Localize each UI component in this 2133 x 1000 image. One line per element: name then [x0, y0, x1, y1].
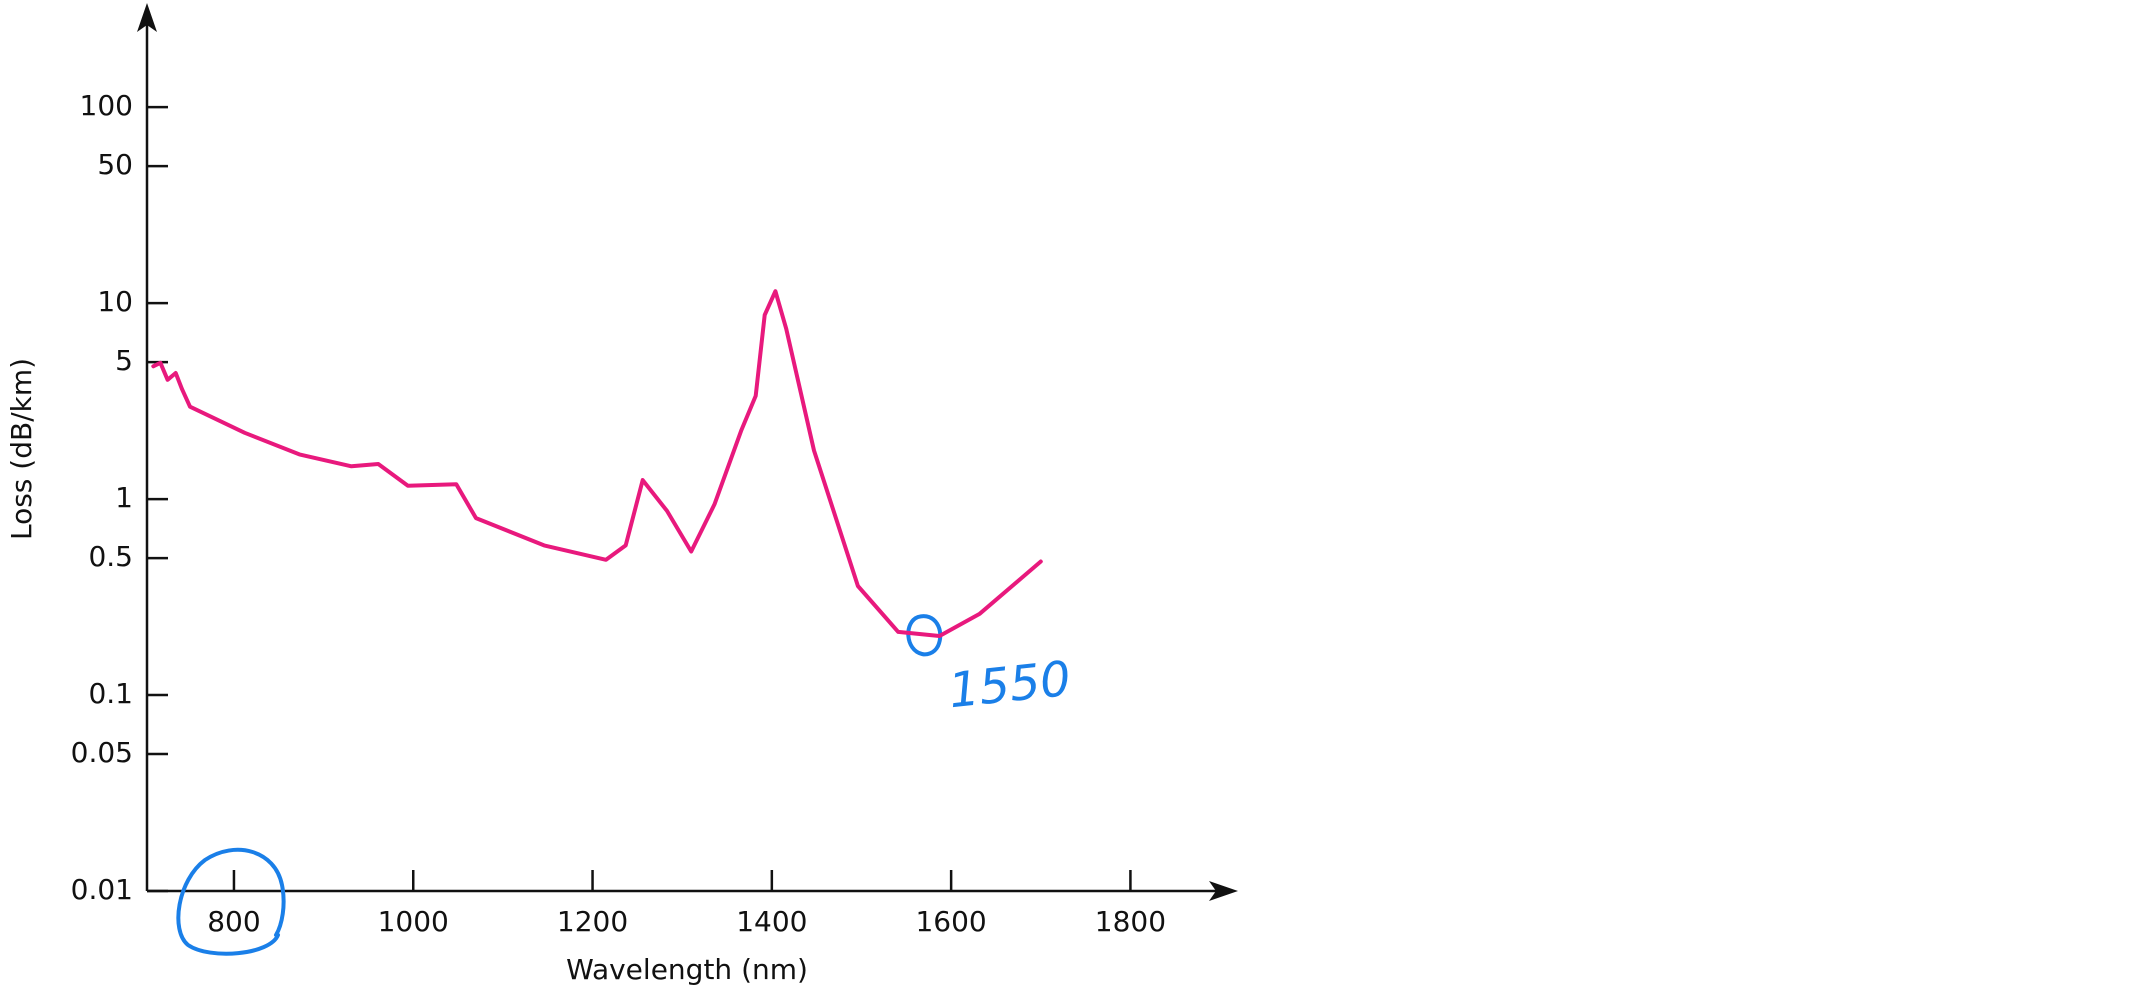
- y-axis-label: Loss (dB/km): [5, 358, 38, 540]
- x-tick-label: 800: [207, 905, 260, 938]
- y-tick-label: 0.5: [88, 540, 133, 573]
- x-axis-arrow: [1209, 881, 1238, 901]
- y-tick-label: 10: [97, 285, 133, 318]
- highlight-circle: [176, 847, 286, 956]
- y-tick-label: 50: [97, 148, 133, 181]
- data-line: [151, 289, 1043, 638]
- y-tick-label: 100: [80, 89, 133, 122]
- x-tick-label: 1200: [557, 905, 628, 938]
- y-tick-label: 5: [115, 344, 133, 377]
- y-tick-label: 0.1: [88, 677, 133, 710]
- y-tick-label: 1: [115, 481, 133, 514]
- x-tick-label: 1600: [915, 905, 986, 938]
- x-axis-label: Wavelength (nm): [566, 953, 808, 986]
- y-tick-label: 0.05: [71, 736, 133, 769]
- annotation: 1550: [946, 651, 1073, 719]
- y-tick-label: 0.01: [71, 873, 133, 906]
- y-axis-arrow: [137, 3, 157, 32]
- x-tick-label: 1800: [1095, 905, 1166, 938]
- highlight-circle: [906, 614, 943, 657]
- x-tick-label: 1400: [736, 905, 807, 938]
- x-tick-label: 1000: [378, 905, 449, 938]
